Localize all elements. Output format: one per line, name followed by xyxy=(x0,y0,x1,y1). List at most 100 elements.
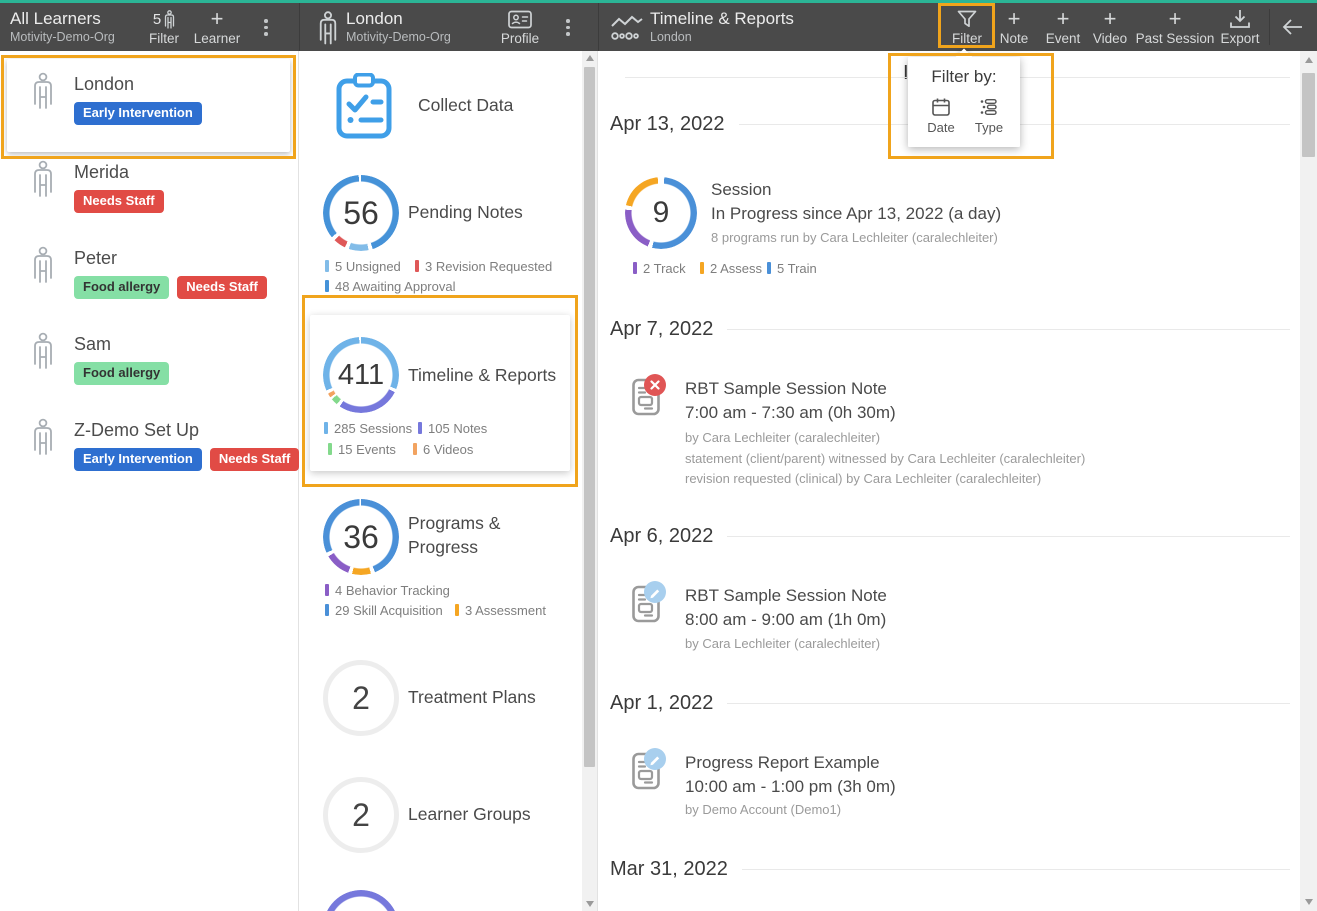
scroll-down-arrow[interactable] xyxy=(1300,895,1317,909)
learner-row-merida[interactable]: Merida Needs Staff xyxy=(0,147,298,233)
pending-notes-label: Pending Notes xyxy=(408,202,523,222)
profile-button[interactable]: Profile xyxy=(494,8,546,47)
note-time: 10:00 am - 1:00 pm (3h 0m) xyxy=(685,777,896,796)
timeline-scrollbar[interactable] xyxy=(1300,51,1317,911)
status-badge: Needs Staff xyxy=(177,276,267,299)
note-meta: revision requested (clinical) by Cara Le… xyxy=(685,471,1042,486)
learner-name: Merida xyxy=(74,162,130,182)
learners-panel: London Early Intervention Merida Needs S… xyxy=(0,51,300,911)
legend-chip xyxy=(415,260,419,272)
filter-learners-button[interactable]: 5 Filter xyxy=(149,9,179,46)
learner-row-z-demo-set-up[interactable]: Z-Demo Set Up Early Intervention Needs S… xyxy=(0,405,300,491)
scroll-up-arrow[interactable] xyxy=(1300,53,1317,67)
clipboard-icon xyxy=(336,73,392,139)
collapse-panel-button[interactable] xyxy=(1280,17,1304,37)
learner-name: Sam xyxy=(74,334,112,354)
plus-icon: + xyxy=(1168,6,1182,31)
session-ring: 9 xyxy=(625,177,697,249)
header-divider xyxy=(1269,9,1270,45)
legend-chip xyxy=(700,262,704,274)
status-badge: Early Intervention xyxy=(74,448,202,471)
legend-chip xyxy=(455,604,459,616)
person-icon xyxy=(165,9,175,29)
learners-panel-title: All Learners xyxy=(10,9,101,28)
scrollbar-thumb[interactable] xyxy=(1302,73,1315,157)
add-note-button[interactable]: + Note xyxy=(999,6,1029,47)
person-icon xyxy=(34,246,52,283)
note-meta: by Cara Lechleiter (caralechleiter) xyxy=(685,636,881,651)
date-heading: Apr 6, 2022 xyxy=(610,525,1290,548)
learner-groups-ring: 2 xyxy=(323,777,399,853)
filter-popup-title: Filter by: xyxy=(931,67,997,86)
scrollbar-thumb[interactable] xyxy=(584,67,595,767)
status-badge: Needs Staff xyxy=(74,190,164,213)
learner-row-sam[interactable]: Sam Food allergy xyxy=(0,319,298,405)
learner-name: Z-Demo Set Up xyxy=(74,420,200,440)
status-badge: Food allergy xyxy=(74,362,170,385)
programs-progress-ring: 36 xyxy=(323,499,399,575)
add-learner-button[interactable]: + Learner xyxy=(193,6,241,47)
timeline-reports-ring: 411 xyxy=(323,337,399,413)
note-meta: by Cara Lechleiter (caralechleiter) xyxy=(685,430,881,445)
timeline-panel-subtitle: London xyxy=(650,30,692,44)
header-divider xyxy=(598,3,599,51)
export-button[interactable]: Export xyxy=(1216,8,1264,47)
legend-behavior-tracking: 4 Behavior Tracking xyxy=(325,583,450,598)
pending-notes-ring: 56 xyxy=(323,175,399,251)
note-time: 7:00 am - 7:30 am (0h 30m) xyxy=(685,403,896,422)
dashboard-scrollbar[interactable] xyxy=(582,51,597,911)
learner-row-london[interactable]: London Early Intervention xyxy=(0,51,298,155)
scroll-up-arrow[interactable] xyxy=(582,51,597,65)
learners-menu-kebab-icon[interactable] xyxy=(258,17,274,38)
back-arrow-icon xyxy=(1282,19,1302,35)
session-meta: 8 programs run by Cara Lechleiter (caral… xyxy=(711,230,998,245)
session-status: In Progress since Apr 13, 2022 (a day) xyxy=(711,204,1002,223)
legend-chip xyxy=(325,584,329,596)
legend-assess: 2 Assess xyxy=(700,261,762,276)
status-badge: Needs Staff xyxy=(209,448,300,471)
add-past-session-button[interactable]: + Past Session xyxy=(1135,6,1215,47)
legend-sessions: 285 Sessions xyxy=(324,421,412,436)
learner-panel-subtitle: Motivity-Demo-Org xyxy=(346,30,451,44)
status-badge: Food allergy xyxy=(74,276,170,299)
timeline-reports-label: Timeline & Reports xyxy=(408,365,557,385)
edit-badge-icon xyxy=(644,581,666,603)
profile-card-icon xyxy=(508,10,532,28)
timeline-header-title-block: Timeline & Reports London xyxy=(650,8,794,45)
learner-menu-kebab-icon[interactable] xyxy=(560,17,576,38)
legend-revision-requested: 3 Revision Requested xyxy=(415,259,552,274)
legend-track: 2 Track xyxy=(633,261,686,276)
learner-name: London xyxy=(74,74,135,94)
person-icon xyxy=(34,418,52,455)
timeline-chart-icon xyxy=(611,15,643,40)
plus-icon: + xyxy=(1056,6,1070,31)
filter-by-type-option[interactable]: Type xyxy=(969,97,1009,135)
programs-progress-label-line1: Programs & xyxy=(408,513,501,533)
header-divider xyxy=(299,3,300,51)
legend-chip xyxy=(325,280,329,292)
plus-icon: + xyxy=(1103,6,1117,31)
note-meta: statement (client/parent) witnessed by C… xyxy=(685,451,1086,466)
legend-train: 5 Train xyxy=(767,261,817,276)
scroll-down-arrow[interactable] xyxy=(582,897,597,911)
note-title: Progress Report Example xyxy=(685,753,880,772)
download-icon xyxy=(1230,10,1250,28)
learner-groups-label: Learner Groups xyxy=(408,804,531,824)
note-title: RBT Sample Session Note xyxy=(685,379,887,398)
legend-assessment: 3 Assessment xyxy=(455,603,546,618)
filter-timeline-button[interactable]: Filter xyxy=(941,8,993,47)
calendar-icon xyxy=(932,98,950,116)
add-video-button[interactable]: + Video xyxy=(1092,6,1128,47)
add-event-button[interactable]: + Event xyxy=(1045,6,1081,47)
timeline-reports-item[interactable]: 411 Timeline & Reports 285 Sessions 105 … xyxy=(310,315,570,471)
person-icon xyxy=(34,332,52,369)
date-heading: Mar 31, 2022 xyxy=(610,858,1290,881)
learner-name: Peter xyxy=(74,248,118,268)
note-title: RBT Sample Session Note xyxy=(685,586,887,605)
treatment-plans-ring: 2 xyxy=(323,660,399,736)
learner-row-peter[interactable]: Peter Food allergy Needs Staff xyxy=(0,233,298,319)
rejected-badge-icon xyxy=(644,374,666,396)
date-heading: Apr 7, 2022 xyxy=(610,318,1290,341)
filter-by-date-option[interactable]: Date xyxy=(921,97,961,135)
legend-events: 15 Events xyxy=(328,442,396,457)
